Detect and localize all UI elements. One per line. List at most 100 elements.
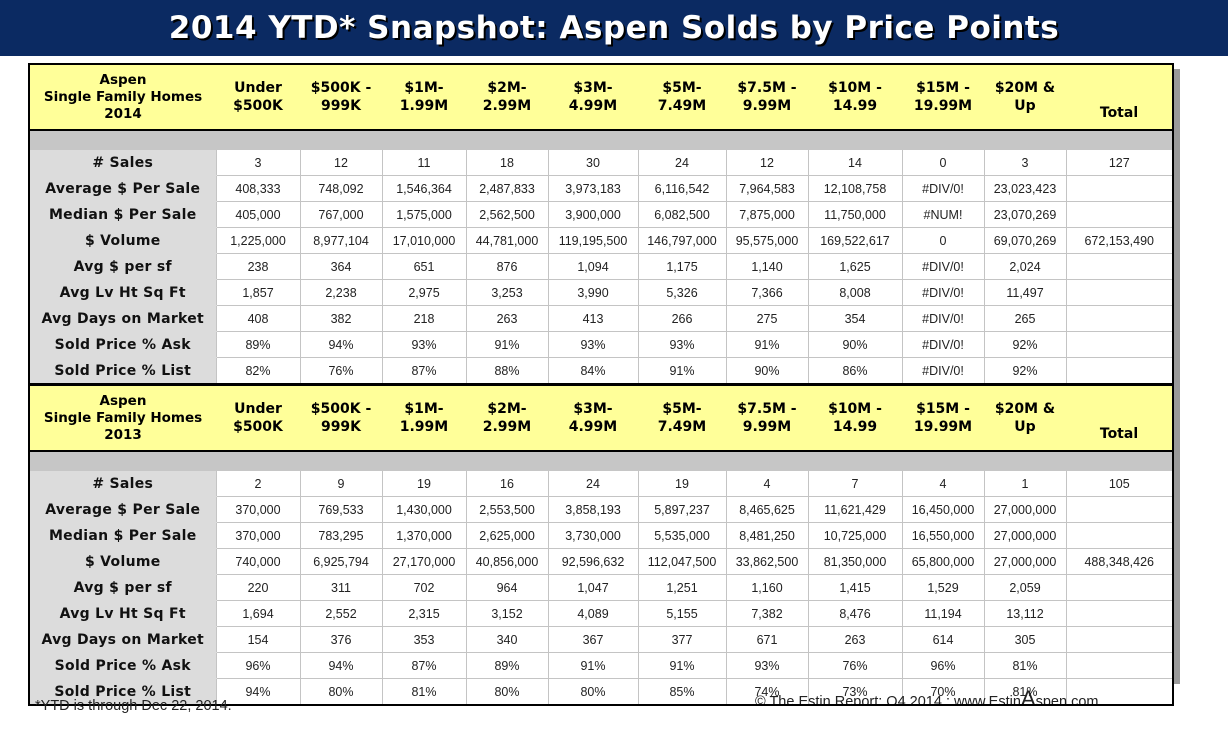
row-label: Sold Price % List — [29, 678, 216, 706]
table-cell — [1065, 600, 1173, 627]
table-cell: 0 — [901, 227, 984, 254]
table-row: Avg Days on Market 408 382 218 263 413 266 275 3… — [29, 305, 1173, 332]
column-header-line: $5M- — [662, 401, 702, 417]
column-header-line: $500K — [233, 98, 283, 114]
table-cell: 1,857 — [215, 279, 300, 306]
column-header-line: Total — [1099, 426, 1139, 442]
table-cell: 8,977,104 — [299, 227, 382, 254]
table-cell: 19 — [637, 471, 726, 497]
table-cell: 3,973,183 — [547, 175, 638, 202]
table-cell: 90% — [807, 331, 902, 358]
table-row: $ Volume 1,225,000 8,977,104 17,010,000 44,7… — [29, 227, 1173, 254]
table-cell: 3 — [983, 150, 1066, 176]
column-header: $7.5M - 9.99M — [726, 383, 808, 452]
table-cell: 364 — [299, 253, 382, 280]
table-cell: 1,251 — [637, 574, 726, 601]
table-cell: 671 — [725, 626, 808, 653]
table-cell: 275 — [725, 305, 808, 332]
column-header-line: 7.49M — [657, 419, 707, 435]
table-cell: 220 — [215, 574, 300, 601]
column-header-line: $10M - — [828, 401, 882, 417]
table-cell: 3,858,193 — [547, 496, 638, 523]
table-cell — [1065, 522, 1173, 549]
column-header: $500K - 999K — [300, 64, 382, 131]
column-header-line: $3M- — [573, 80, 613, 96]
table-cell: 7,964,583 — [725, 175, 808, 202]
segment-header-line: 2014 — [104, 105, 142, 122]
column-header-line: Up — [1014, 98, 1036, 114]
table-cell: 33,862,500 — [725, 548, 808, 575]
page-title: 2014 YTD* Snapshot: Aspen Solds by Price… — [168, 10, 1060, 46]
column-header-line: 9.99M — [742, 98, 792, 114]
column-header: $2M- 2.99M — [466, 64, 548, 131]
column-header-line: 19.99M — [913, 419, 973, 435]
table-cell: 5,535,000 — [637, 522, 726, 549]
row-label: $ Volume — [29, 548, 216, 575]
table-cell: 354 — [807, 305, 902, 332]
table-cell: 964 — [465, 574, 548, 601]
table-cell: 12,108,758 — [807, 175, 902, 202]
table-cell: 81% — [381, 678, 466, 706]
table-cell: 405,000 — [215, 201, 300, 228]
table-cell: 4 — [901, 471, 984, 497]
table-cell: 7 — [807, 471, 902, 497]
table-cell: 1,140 — [725, 253, 808, 280]
table-cell: 94% — [299, 331, 382, 358]
table-cell: 92,596,632 — [547, 548, 638, 575]
column-header: Total — [1066, 383, 1173, 452]
table-cell: 87% — [381, 652, 466, 679]
table-cell: 96% — [901, 652, 984, 679]
table-row: # Sales 3 12 11 18 30 24 12 14 0 3 127 — [29, 150, 1173, 176]
column-header-line: 4.99M — [568, 419, 618, 435]
table-cell: #DIV/0! — [901, 279, 984, 306]
table-cell: 11,497 — [983, 279, 1066, 306]
column-header: $5M- 7.49M — [638, 383, 726, 452]
table-cell — [1065, 357, 1173, 385]
table-cell: 91% — [637, 357, 726, 385]
table-cell: 769,533 — [299, 496, 382, 523]
table-cell — [1065, 496, 1173, 523]
table-cell: #DIV/0! — [901, 357, 984, 385]
table-cell: 11,621,429 — [807, 496, 902, 523]
table-cell: 2,315 — [381, 600, 466, 627]
row-label: Sold Price % Ask — [29, 652, 216, 679]
table-cell: 370,000 — [215, 522, 300, 549]
table-cell: 84% — [547, 357, 638, 385]
table-cell — [1065, 305, 1173, 332]
column-header-line: 1.99M — [399, 98, 449, 114]
column-header-line: $2M- — [487, 401, 527, 417]
table-cell: 80% — [465, 678, 548, 706]
table-cell: 27,000,000 — [983, 522, 1066, 549]
table-cell: 2,059 — [983, 574, 1066, 601]
table-cell: 2,238 — [299, 279, 382, 306]
table-row: Sold Price % List 94% 80% 81% 80% 80% 85% 74% 73… — [29, 678, 1173, 706]
table-row: Sold Price % Ask 96% 94% 87% 89% 91% 91% 93% 76%… — [29, 652, 1173, 679]
table-cell: 105 — [1065, 471, 1173, 497]
column-header: $3M- 4.99M — [548, 383, 638, 452]
row-label: Avg $ per sf — [29, 253, 216, 280]
table-cell: 0 — [901, 150, 984, 176]
table-cell: 23,070,269 — [983, 201, 1066, 228]
table-row: Average $ Per Sale 370,000 769,533 1,430,00… — [29, 496, 1173, 523]
table-cell: #DIV/0! — [901, 331, 984, 358]
table-cell: 3,990 — [547, 279, 638, 306]
copyright-credit: © The Estin Report: Q4 2014 : www.EstinA… — [755, 686, 1155, 704]
table-cell: 93% — [381, 331, 466, 358]
row-label: # Sales — [29, 471, 216, 497]
table-row: Median $ Per Sale 370,000 783,295 1,370,000… — [29, 522, 1173, 549]
table-cell: 367 — [547, 626, 638, 653]
table-row: Avg $ per sf 238 364 651 876 1,094 1,175 1,140 1… — [29, 253, 1173, 280]
table-cell: 95,575,000 — [725, 227, 808, 254]
table-cell: 87% — [381, 357, 466, 385]
table-cell: 94% — [299, 652, 382, 679]
table-cell: 127 — [1065, 150, 1173, 176]
table-cell: 91% — [547, 652, 638, 679]
table-cell: 12 — [725, 150, 808, 176]
table-cell — [1065, 574, 1173, 601]
table-cell: #DIV/0! — [901, 253, 984, 280]
segment-header-line: Aspen — [99, 392, 147, 409]
table-cell — [1065, 652, 1173, 679]
table-cell: 2,975 — [381, 279, 466, 306]
segment-header-line: Single Family Homes — [43, 409, 203, 426]
column-header: $7.5M - 9.99M — [726, 64, 808, 131]
